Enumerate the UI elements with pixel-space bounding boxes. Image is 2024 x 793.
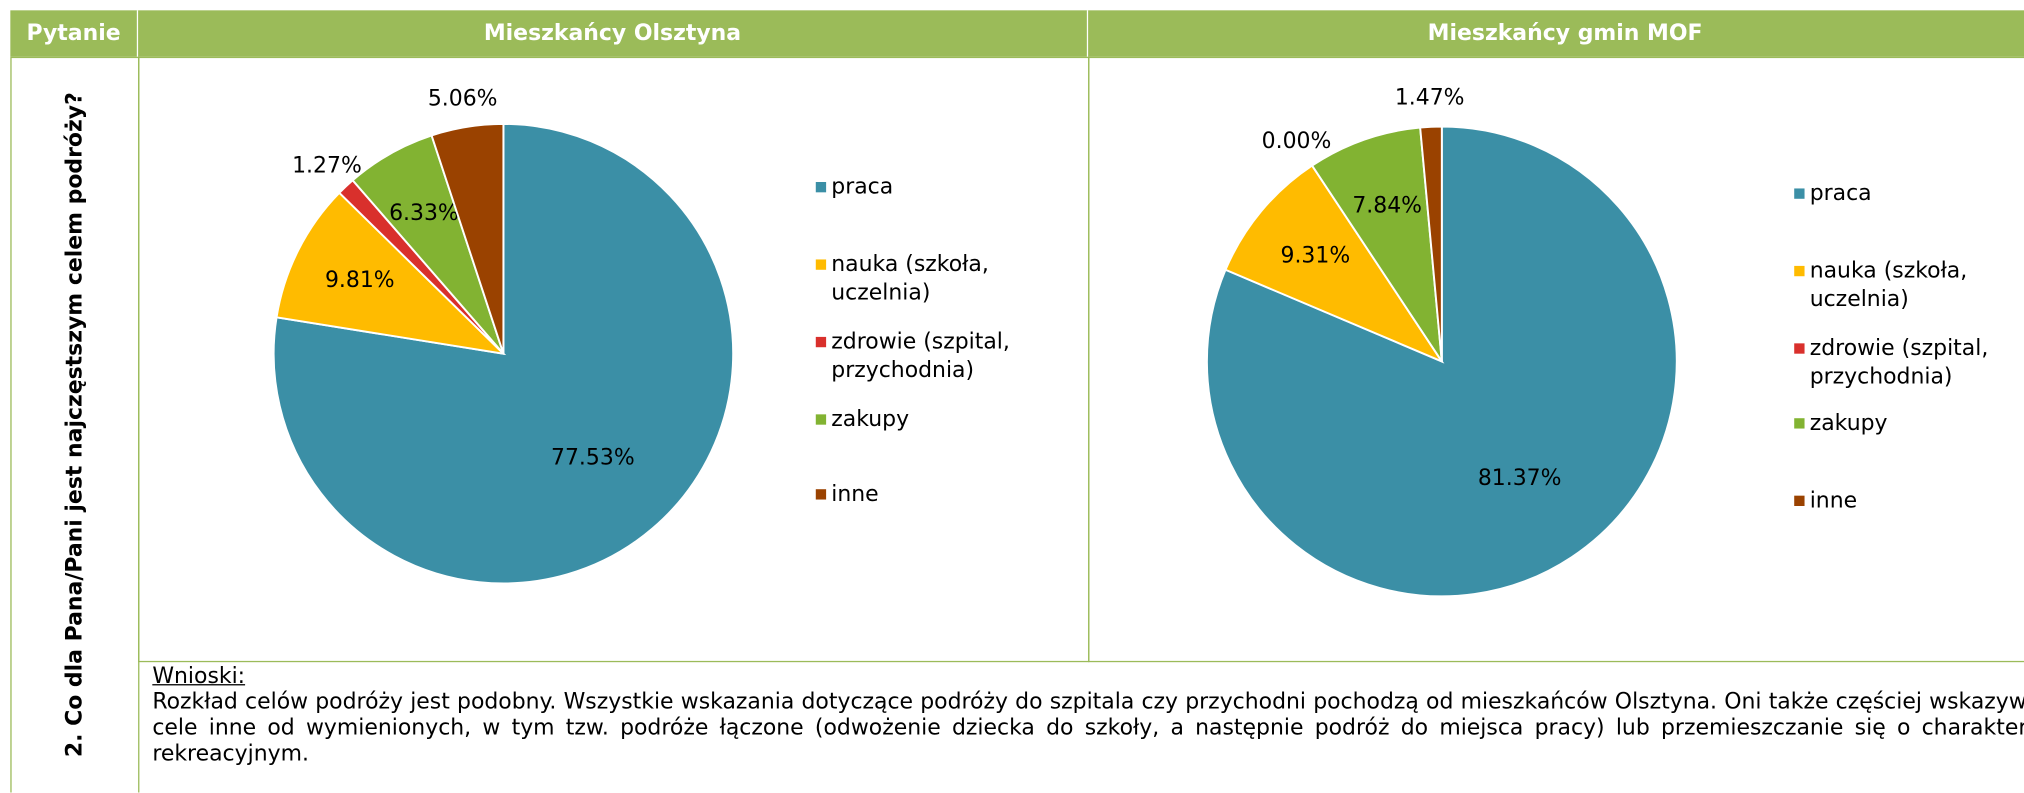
chart-cell [1088,56,2024,663]
legend-swatch [1794,265,1805,277]
legend-swatch [1794,418,1805,429]
legend-label: nauka (szkoła, uczelnia) [1809,258,1968,313]
legend-swatch [1794,188,1805,199]
data-label: 0.00% [1262,129,1332,154]
conclusions-heading: Wnioski: [152,663,246,690]
legend-item: zdrowie (szpital, przychodnia) [1794,334,2024,391]
header-cell: Mieszkańcy gmin MOF [1088,10,2024,57]
pie-slice [1224,164,1445,364]
legend-item: nauka (szkoła, uczelnia) [815,250,1061,307]
legend-swatch [1794,343,1805,354]
data-label: 5.06% [428,87,498,112]
data-label: 9.81% [325,268,395,293]
data-label: 6.33% [389,201,459,226]
pie-slice [1310,126,1443,362]
pie-slice [272,122,735,585]
legend-swatch [1794,495,1805,506]
pie-slice [430,122,505,354]
data-label: 1.27% [292,153,362,178]
legend-label: nauka (szkoła, uczelnia) [831,251,989,306]
pie-slice [1419,125,1443,362]
legend-item: inne [815,480,1061,508]
legend-label: inne [831,481,879,508]
legend-label: praca [831,174,894,201]
legend-item: praca [815,173,1061,201]
data-label: 1.47% [1395,86,1465,111]
legend-item: zakupy [815,405,1061,433]
legend-label: zakupy [831,406,910,433]
legend-item: praca [1794,179,2024,207]
legend-swatch [815,259,827,270]
legend-swatch [815,489,827,500]
data-label: 77.53% [551,446,635,471]
legend-label: praca [1809,180,1872,207]
legend-swatch [815,182,827,193]
legend-swatch [815,414,827,425]
data-label: 81.37% [1478,466,1562,491]
pie-slice [275,191,507,356]
header-cell: Pytanie [10,10,139,57]
charts: 77.53% 9.81% 1.27% 6.33% 5.06% 81.37% 9.31% 0.0… [272,86,1678,598]
legend-item: zdrowie (szpital, przychodnia) [815,328,1061,385]
data-label: 9.31% [1280,243,1350,268]
legend-item: zakupy [1794,409,2024,437]
legend-label: zakupy [1809,410,1888,437]
legend-item: nauka (szkoła, uczelnia) [1794,257,2024,314]
conclusions: Wnioski: Rozkład celów podróży jest podo… [152,663,2024,766]
header-cell: Mieszkańcy Olsztyna [138,10,1089,57]
legend-label: zdrowie (szpital, przychodnia) [1809,335,1989,390]
legend-label: zdrowie (szpital, przychodnia) [831,329,1010,384]
legend-label: inne [1809,487,1858,514]
data-label: 7.84% [1352,193,1422,218]
conclusions-text: Rozkład celów podróży jest podobny. Wszy… [152,689,2024,767]
legend-item: inne [1794,487,2024,515]
legend-swatch [815,336,827,348]
